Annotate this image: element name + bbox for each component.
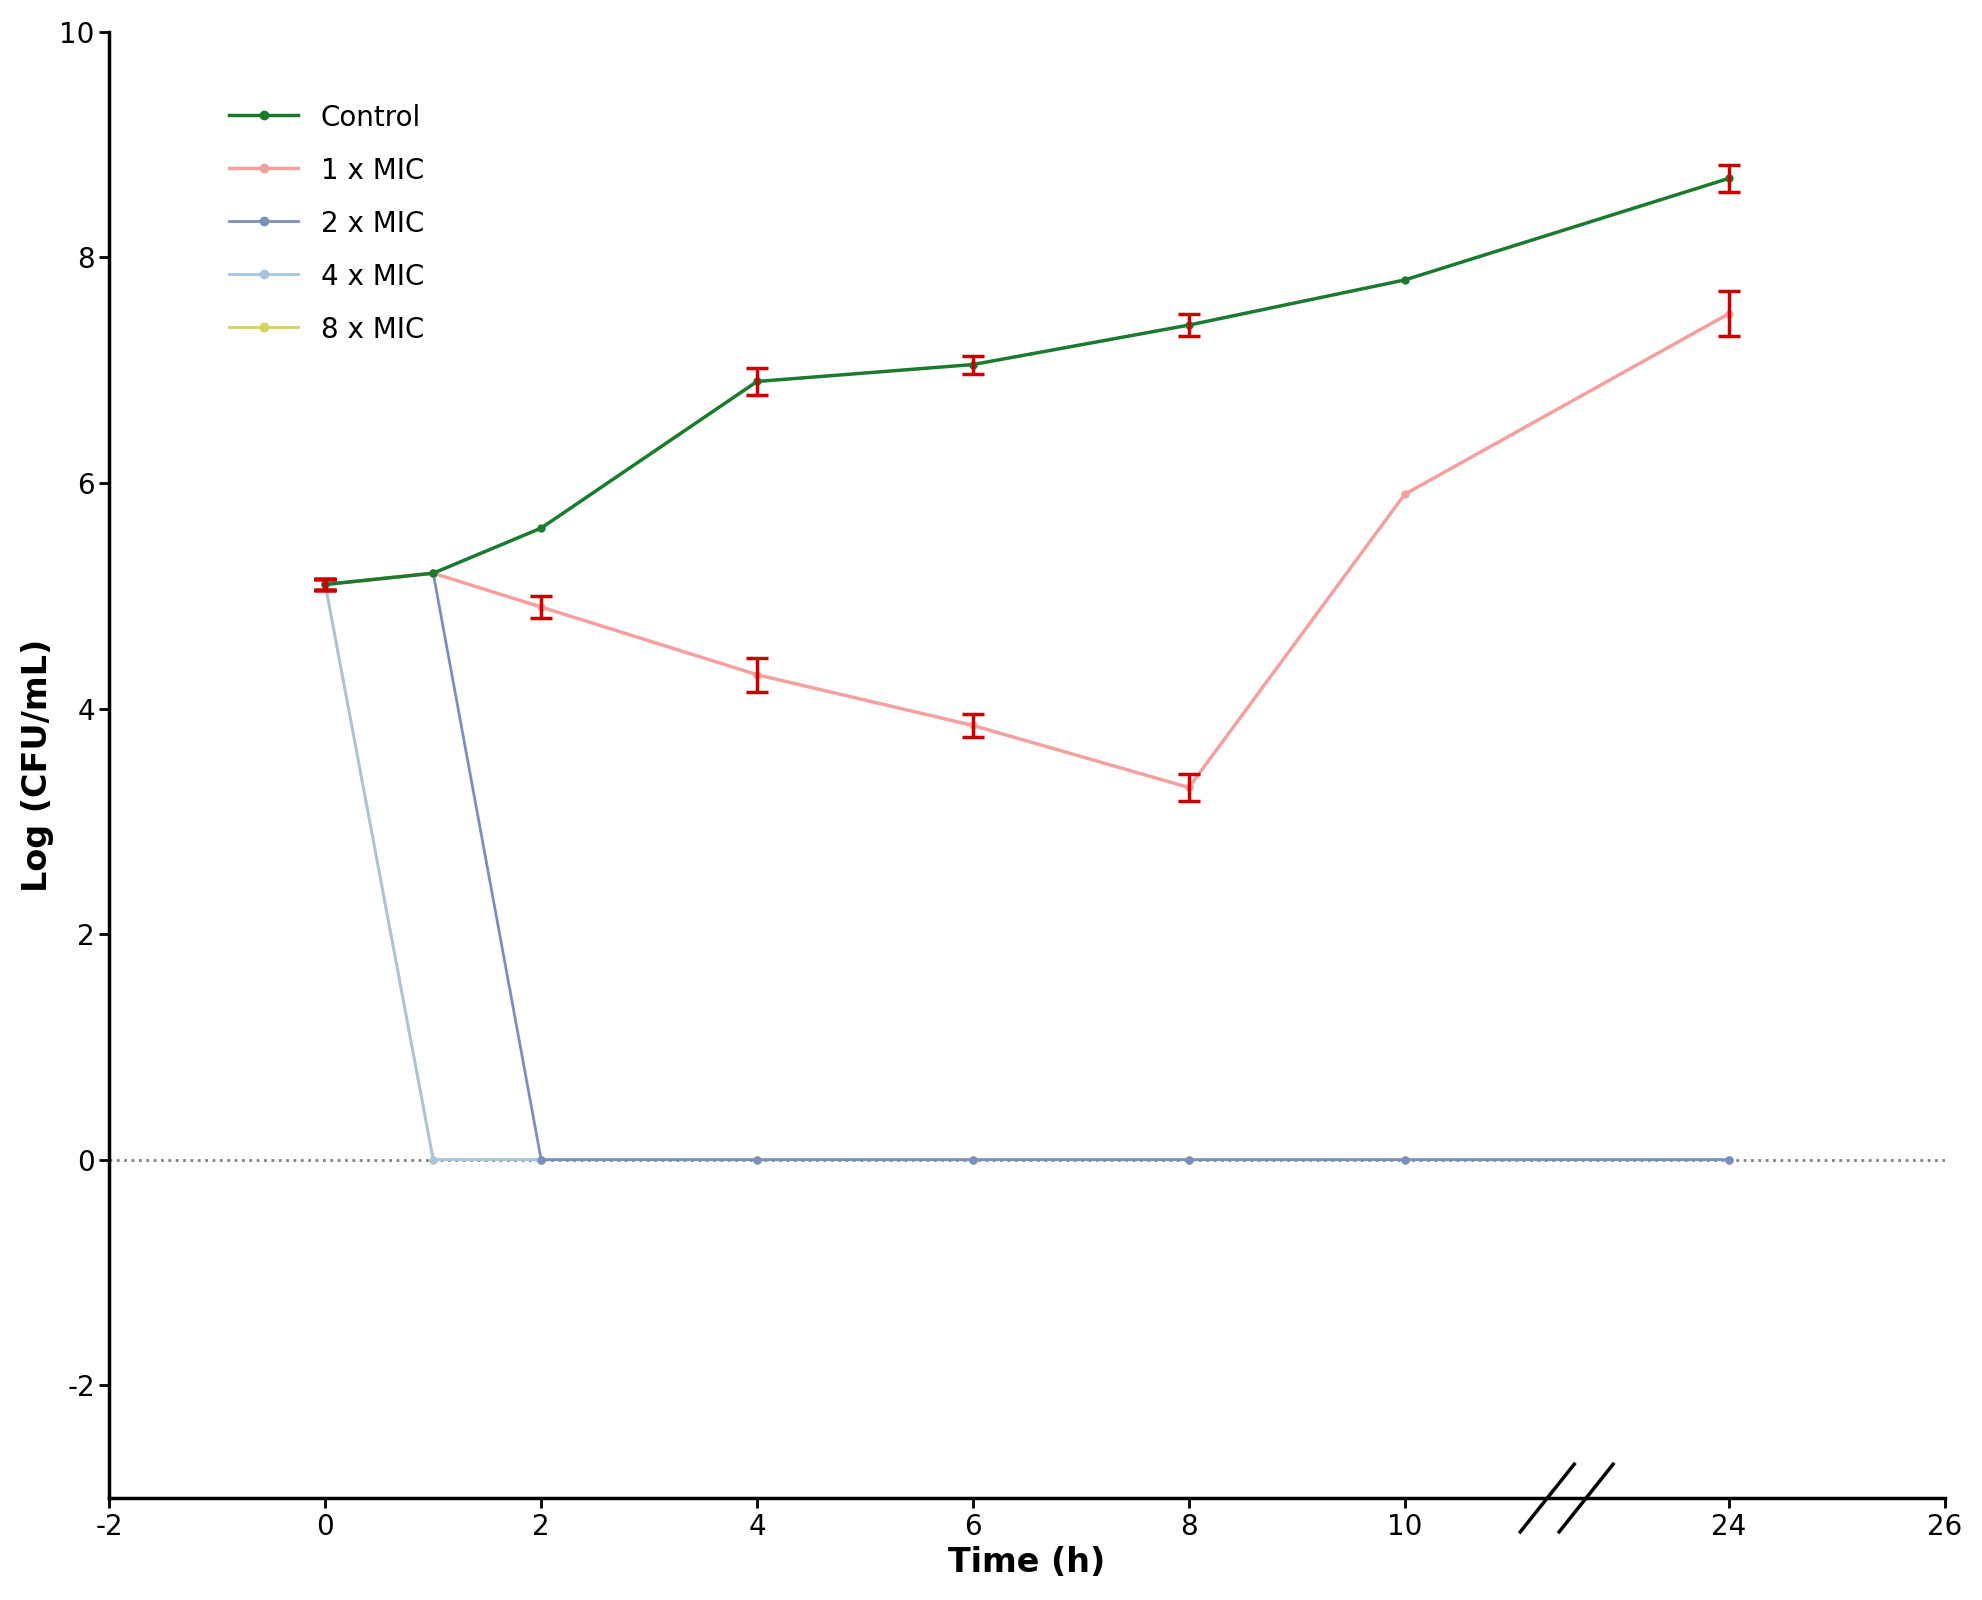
- 4 x MIC: [529, 1150, 553, 1170]
- 8 x MIC: [313, 574, 337, 594]
- 8 x MIC: [1391, 1150, 1415, 1170]
- Legend: Control, 1 x MIC, 2 x MIC, 4 x MIC, 8 x MIC: Control, 1 x MIC, 2 x MIC, 4 x MIC, 8 x …: [214, 90, 438, 357]
- 8 x MIC: [529, 1150, 553, 1170]
- 4 x MIC: [745, 1150, 769, 1170]
- 1 x MIC: [745, 666, 769, 685]
- 8 x MIC: [961, 1150, 985, 1170]
- 2 x MIC: [529, 1150, 553, 1170]
- Control: [529, 518, 553, 538]
- 2 x MIC: [313, 574, 337, 594]
- 4 x MIC: [420, 1150, 444, 1170]
- 2 x MIC: [1177, 1150, 1201, 1170]
- Control: [313, 574, 337, 594]
- 1 x MIC: [420, 563, 444, 582]
- Control: [961, 355, 985, 374]
- Control: [420, 563, 444, 582]
- Y-axis label: Log (CFU/mL): Log (CFU/mL): [22, 638, 54, 891]
- Control: [1177, 315, 1201, 334]
- 4 x MIC: [1716, 1150, 1740, 1170]
- 4 x MIC: [313, 574, 337, 594]
- 1 x MIC: [529, 597, 553, 616]
- Line: 8 x MIC: 8 x MIC: [321, 581, 1730, 1163]
- 4 x MIC: [1391, 1150, 1415, 1170]
- 8 x MIC: [420, 1150, 444, 1170]
- X-axis label: Time (h): Time (h): [947, 1546, 1106, 1579]
- 4 x MIC: [1177, 1150, 1201, 1170]
- Line: 2 x MIC: 2 x MIC: [321, 570, 1730, 1163]
- Line: 1 x MIC: 1 x MIC: [321, 310, 1730, 790]
- Control: [1716, 170, 1740, 189]
- 1 x MIC: [1177, 778, 1201, 797]
- 2 x MIC: [961, 1150, 985, 1170]
- 4 x MIC: [961, 1150, 985, 1170]
- 1 x MIC: [1391, 485, 1415, 504]
- 2 x MIC: [1716, 1150, 1740, 1170]
- Line: Control: Control: [321, 174, 1730, 587]
- 8 x MIC: [1716, 1150, 1740, 1170]
- Line: 4 x MIC: 4 x MIC: [321, 581, 1730, 1163]
- 1 x MIC: [1716, 304, 1740, 323]
- 2 x MIC: [1391, 1150, 1415, 1170]
- Control: [1391, 270, 1415, 290]
- 8 x MIC: [1177, 1150, 1201, 1170]
- 2 x MIC: [420, 563, 444, 582]
- 8 x MIC: [745, 1150, 769, 1170]
- 1 x MIC: [961, 715, 985, 734]
- 1 x MIC: [313, 574, 337, 594]
- 2 x MIC: [745, 1150, 769, 1170]
- Control: [745, 371, 769, 390]
